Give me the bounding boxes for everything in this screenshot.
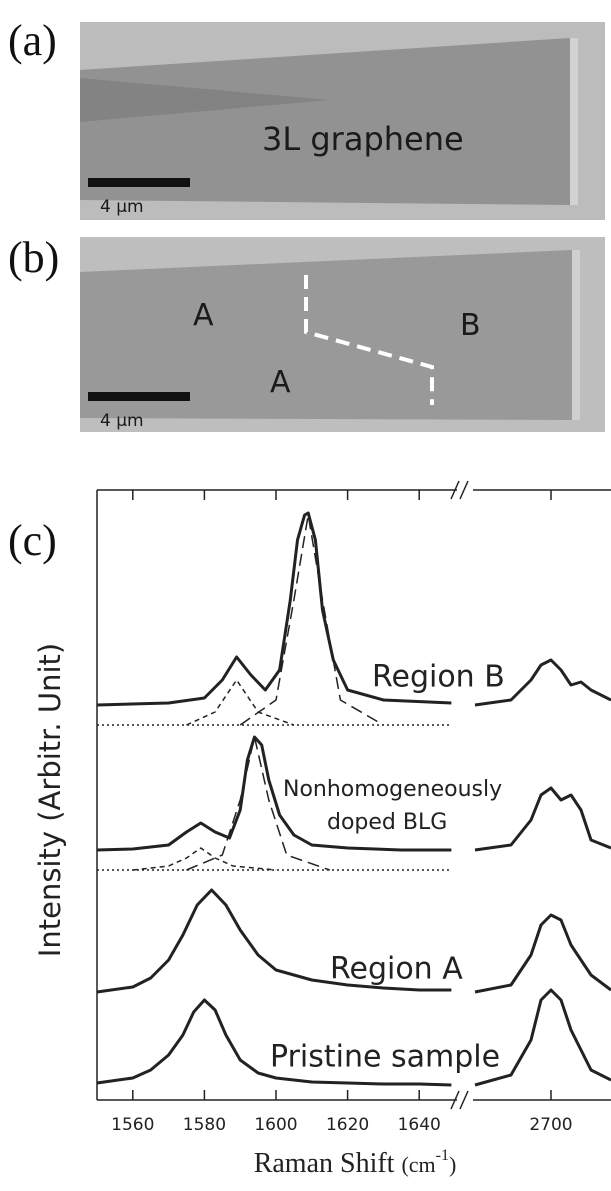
annotation: doped BLG xyxy=(327,810,447,835)
annotation: Pristine sample xyxy=(270,1040,500,1075)
y-axis-title: Intensity (Arbitr. Unit) xyxy=(33,643,67,957)
panel-label: (c) xyxy=(8,516,57,565)
x-tick-label: 1600 xyxy=(254,1115,297,1135)
spectrum-line xyxy=(96,735,611,852)
axis-break xyxy=(459,1090,469,1110)
plot-frame xyxy=(96,489,611,1101)
panel-label: (b) xyxy=(8,233,59,282)
panel-label: (a) xyxy=(8,16,57,65)
annotation: Region B xyxy=(372,660,505,695)
x-axis-title-text: Raman Shift xyxy=(254,1148,402,1179)
region-label: A xyxy=(193,298,214,333)
axis-break xyxy=(457,1096,473,1104)
x-tick-label: 1560 xyxy=(111,1115,154,1135)
axis-break xyxy=(457,486,473,494)
region-label: B xyxy=(460,308,481,343)
spectrum-line xyxy=(96,511,611,707)
fit-line xyxy=(239,514,384,726)
x-axis-unit-exp: -1 xyxy=(436,1147,449,1164)
x-tick-label: 1620 xyxy=(326,1115,369,1135)
axis-break xyxy=(459,480,469,500)
axis-break xyxy=(450,1090,460,1110)
annotation: Region A xyxy=(330,952,463,987)
sample-label: 3L graphene xyxy=(262,120,464,158)
x-tick-label: 1640 xyxy=(398,1115,441,1135)
region-label: A xyxy=(270,365,291,400)
axis-break xyxy=(450,480,460,500)
x-tick-label: 1580 xyxy=(183,1115,226,1135)
fit-line xyxy=(186,736,330,871)
micrograph-a xyxy=(80,22,605,220)
annotation: Nonhomogeneously xyxy=(283,777,502,802)
scale-bar-label: 4 µm xyxy=(100,411,144,431)
micrograph-b xyxy=(80,237,605,432)
spectrum-line xyxy=(96,888,611,994)
x-tick-label: 2700 xyxy=(529,1115,572,1135)
scale-bar-label: 4 µm xyxy=(100,197,144,217)
fit-line xyxy=(132,847,277,871)
spectrum-line xyxy=(96,988,611,1087)
x-axis-unit-close: ) xyxy=(449,1152,456,1177)
x-axis-title: Raman Shift (cm-1) xyxy=(254,1147,457,1179)
fit-line xyxy=(186,679,295,726)
x-axis-unit: (cm xyxy=(401,1152,435,1177)
